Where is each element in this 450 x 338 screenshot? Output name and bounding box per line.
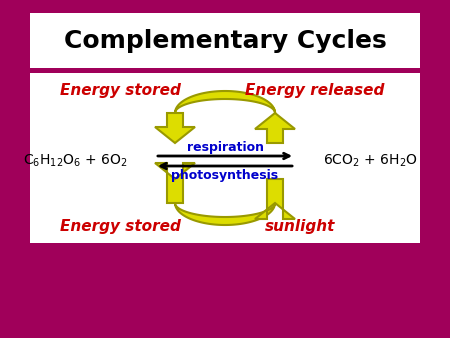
- Text: sunlight: sunlight: [265, 218, 335, 234]
- Text: C$_6$H$_{12}$O$_6$ + 6O$_2$: C$_6$H$_{12}$O$_6$ + 6O$_2$: [22, 153, 127, 169]
- Bar: [30, 13, 420, 68]
- Text: Energy released: Energy released: [245, 82, 385, 97]
- Text: Complementary Cycles: Complementary Cycles: [63, 29, 387, 53]
- Text: photosynthesis: photosynthesis: [171, 169, 279, 182]
- Polygon shape: [175, 203, 275, 225]
- Bar: [30, 73, 420, 243]
- Polygon shape: [175, 91, 275, 113]
- Text: Energy stored: Energy stored: [59, 82, 180, 97]
- Text: respiration: respiration: [186, 141, 264, 153]
- Polygon shape: [255, 179, 295, 219]
- Text: 6CO$_2$ + 6H$_2$O: 6CO$_2$ + 6H$_2$O: [323, 153, 417, 169]
- Text: Energy stored: Energy stored: [59, 218, 180, 234]
- Polygon shape: [155, 163, 195, 203]
- Polygon shape: [155, 113, 195, 143]
- Polygon shape: [255, 113, 295, 143]
